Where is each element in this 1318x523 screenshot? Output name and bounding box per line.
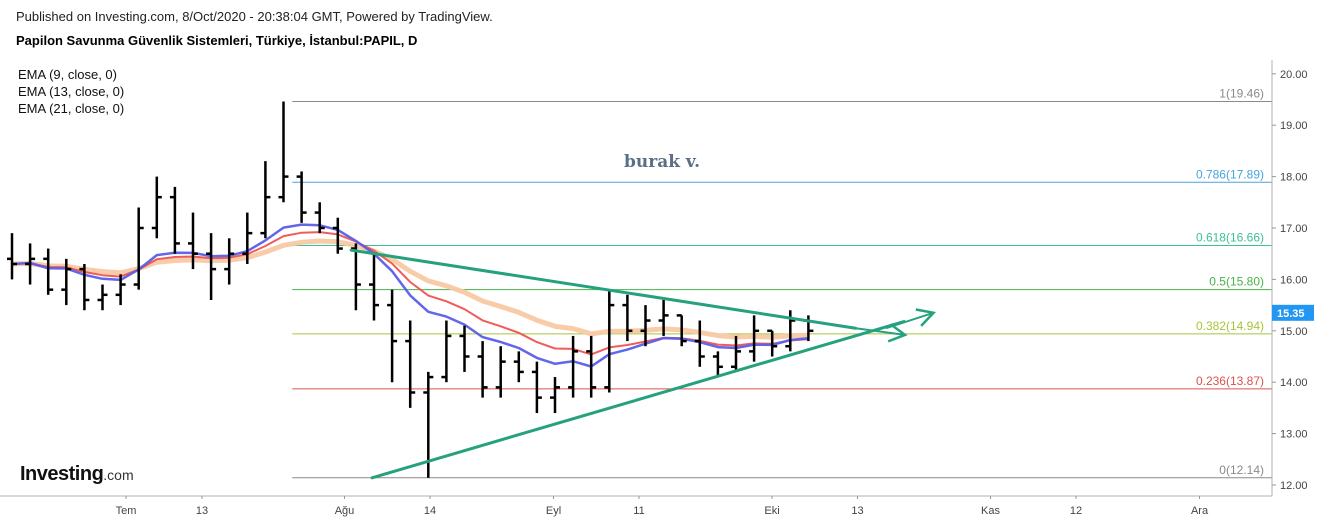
x-tick-label: Eyl xyxy=(546,505,561,517)
ohlc-bar[interactable] xyxy=(332,217,343,254)
ohlc-bar[interactable] xyxy=(151,176,162,239)
ohlc-bar[interactable] xyxy=(97,284,108,311)
trend-arrow-head xyxy=(887,323,908,343)
investing-logo: Investing.com xyxy=(20,463,134,486)
fib-level-label: 1(19.46) xyxy=(1219,87,1264,101)
logo-suffix: .com xyxy=(103,467,134,483)
ohlc-bar[interactable] xyxy=(61,258,72,306)
ohlc-bar[interactable] xyxy=(513,351,524,383)
ohlc-bar[interactable] xyxy=(25,243,36,285)
ohlc-bar[interactable] xyxy=(206,233,217,300)
trendline-2[interactable] xyxy=(370,320,906,480)
y-tick-label: 15.00 xyxy=(1280,326,1308,338)
ohlc-bar[interactable] xyxy=(314,202,325,234)
ohlc-bar[interactable] xyxy=(550,377,560,414)
ohlc-bar[interactable] xyxy=(531,361,542,414)
ohlc-bar[interactable] xyxy=(387,289,398,383)
fib-level-label: 0.618(16.66) xyxy=(1196,230,1264,244)
trend-arrow-shaft[interactable] xyxy=(855,327,906,336)
ohlc-bar[interactable] xyxy=(749,315,760,362)
legend-ema-13[interactable]: EMA (13, close, 0) xyxy=(18,84,125,99)
legend-ema-9[interactable]: EMA (9, close, 0) xyxy=(18,67,117,82)
x-tick-label: Tem xyxy=(116,505,137,517)
x-tick-label: 13 xyxy=(851,505,863,517)
last-price-label: 15.35 xyxy=(1277,308,1305,320)
x-tick-label: 13 xyxy=(196,505,208,517)
ohlc-bar[interactable] xyxy=(767,329,778,357)
published-line: Published on Investing.com, 8/Oct/2020 -… xyxy=(16,9,493,24)
ohlc-bar[interactable] xyxy=(676,314,687,347)
last-price-box xyxy=(1272,304,1314,321)
ohlc-bar[interactable] xyxy=(242,212,253,264)
ohlc-bar[interactable] xyxy=(260,161,271,239)
ohlc-bar[interactable] xyxy=(712,351,723,378)
y-tick-label: 12.00 xyxy=(1280,480,1308,492)
ohlc-bar[interactable] xyxy=(640,305,651,347)
y-tick-label: 16.00 xyxy=(1280,274,1308,286)
last-price-tag: 15.35 xyxy=(1272,304,1314,321)
x-tick-label: 11 xyxy=(633,505,644,517)
x-tick-label: Eki xyxy=(764,505,779,517)
ohlc-bar[interactable] xyxy=(622,294,633,342)
fib-level-label: 0(12.14) xyxy=(1219,463,1264,477)
fib-level-label: 0.786(17.89) xyxy=(1196,167,1264,181)
y-tick-label: 18.00 xyxy=(1280,172,1308,184)
y-tick-label: 14.00 xyxy=(1280,377,1308,389)
ohlc-bar[interactable] xyxy=(350,243,361,311)
ohlc-bar[interactable] xyxy=(133,207,144,290)
y-tick-label: 17.00 xyxy=(1280,223,1308,235)
legend-ema-21[interactable]: EMA (21, close, 0) xyxy=(18,101,125,116)
ohlc-bar[interactable] xyxy=(188,212,198,270)
instrument-title: Papilon Savunma Güvenlik Sistemleri, Tür… xyxy=(16,33,418,48)
ema-9-line xyxy=(11,223,809,368)
ohlc-bar[interactable] xyxy=(658,299,669,336)
fib-level-label: 0.382(14.94) xyxy=(1196,319,1264,333)
x-tick-label: Kas xyxy=(981,505,1000,517)
ohlc-bar[interactable] xyxy=(604,289,615,393)
trendline-1[interactable] xyxy=(349,248,858,330)
ohlc-bar[interactable] xyxy=(43,248,54,295)
trend-arrow-head xyxy=(915,308,936,327)
ohlc-bar[interactable] xyxy=(224,238,235,285)
y-tick-label: 20.00 xyxy=(1280,69,1308,81)
ohlc-bar[interactable] xyxy=(7,233,17,280)
ohlc-bar[interactable] xyxy=(441,320,452,383)
trend-arrow-shaft[interactable] xyxy=(885,311,934,330)
ohlc-bar[interactable] xyxy=(405,320,416,408)
y-tick-label: 13.00 xyxy=(1280,429,1308,441)
y-tick-label: 19.00 xyxy=(1280,120,1308,132)
fib-level-label: 0.5(15.80) xyxy=(1209,275,1264,289)
ohlc-bar[interactable] xyxy=(731,335,741,372)
x-tick-label: 12 xyxy=(1070,505,1082,517)
ohlc-bar[interactable] xyxy=(586,335,597,398)
ohlc-bar[interactable] xyxy=(477,341,488,398)
ohlc-bar[interactable] xyxy=(459,325,470,372)
ohlc-bar[interactable] xyxy=(79,263,90,311)
ohlc-bar[interactable] xyxy=(296,171,307,223)
ohlc-bar[interactable] xyxy=(495,346,506,398)
fib-level-label: 0.236(13.87) xyxy=(1196,374,1264,388)
ohlc-bar[interactable] xyxy=(369,253,379,321)
ohlc-bar[interactable] xyxy=(169,186,180,254)
ohlc-bar[interactable] xyxy=(568,335,579,398)
author-annotation: burak v. xyxy=(624,152,701,172)
x-tick-label: Ara xyxy=(1191,505,1209,517)
x-tick-label: Ağu xyxy=(335,505,355,517)
ohlc-bar[interactable] xyxy=(278,101,289,203)
ohlc-bar[interactable] xyxy=(115,274,126,306)
x-tick-label: 14 xyxy=(424,505,436,517)
logo-main: Investing xyxy=(20,463,104,485)
ohlc-bar[interactable] xyxy=(694,320,705,367)
